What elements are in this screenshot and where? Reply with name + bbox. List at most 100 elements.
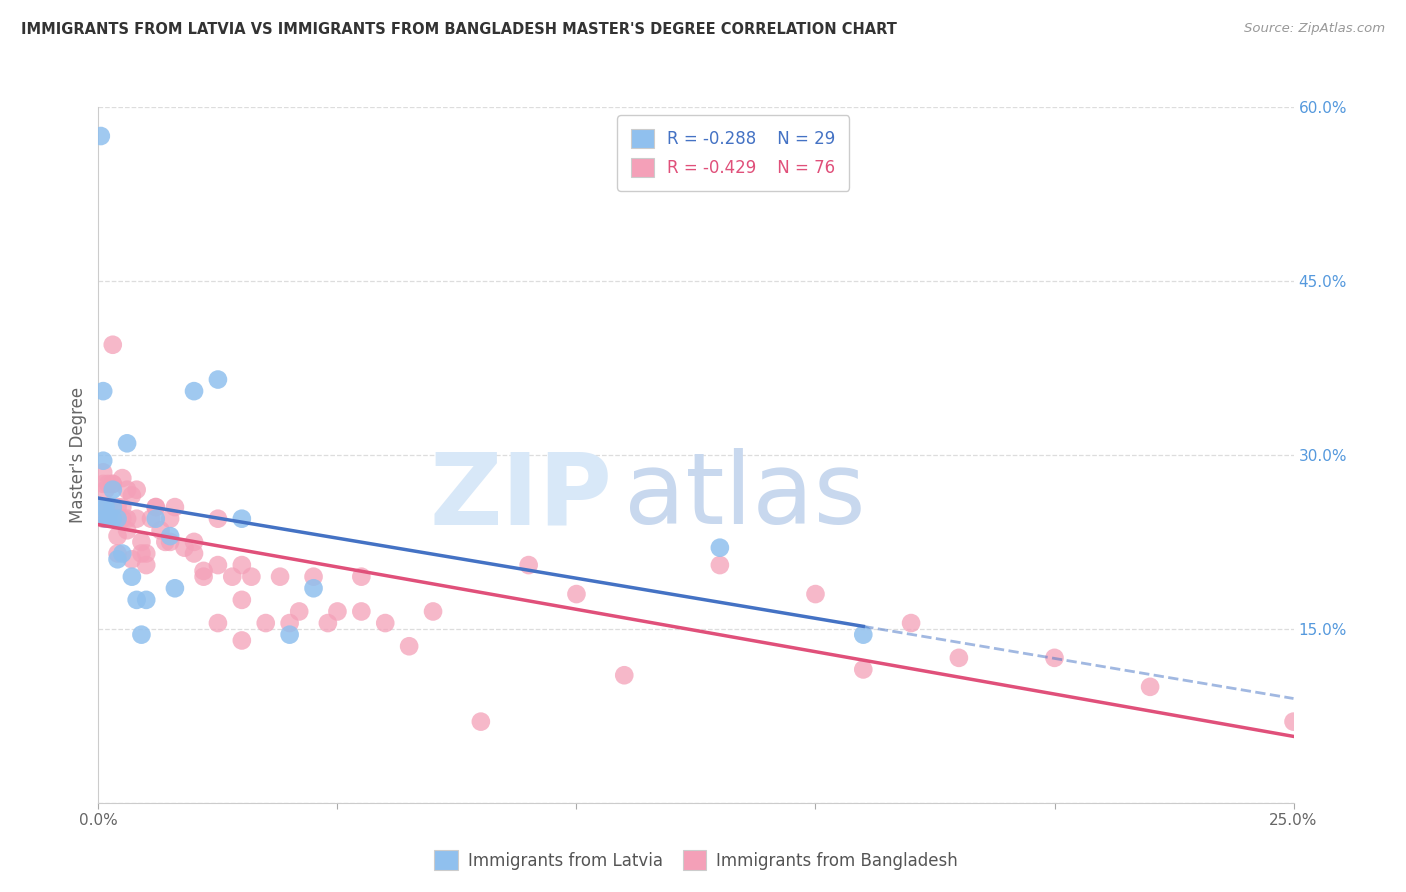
- Point: [94, 500, 117, 514]
- Point: [115, 511, 138, 525]
- Text: Source: ZipAtlas.com: Source: ZipAtlas.com: [1244, 22, 1385, 36]
- Point: [121, 552, 143, 566]
- Point: [107, 529, 129, 543]
- Point: [183, 384, 205, 398]
- Point: [131, 546, 153, 561]
- Point: [422, 605, 444, 619]
- Point: [111, 511, 134, 525]
- Point: [517, 558, 540, 573]
- Point: [374, 615, 396, 630]
- Point: [107, 511, 129, 525]
- Point: [1043, 651, 1066, 665]
- Point: [91, 500, 114, 514]
- Point: [173, 541, 195, 555]
- Point: [565, 587, 588, 601]
- Point: [101, 337, 124, 351]
- Point: [97, 476, 120, 491]
- Point: [1139, 680, 1161, 694]
- Point: [231, 633, 253, 648]
- Point: [91, 384, 114, 398]
- Point: [131, 628, 153, 642]
- Point: [145, 500, 167, 514]
- Point: [101, 483, 124, 497]
- Point: [111, 546, 134, 561]
- Text: ZIP: ZIP: [429, 448, 613, 545]
- Point: [163, 500, 186, 514]
- Point: [709, 541, 731, 555]
- Point: [207, 615, 229, 630]
- Point: [125, 511, 148, 525]
- Point: [804, 587, 827, 601]
- Point: [350, 569, 373, 583]
- Point: [115, 436, 138, 450]
- Point: [221, 569, 243, 583]
- Point: [159, 511, 181, 525]
- Point: [1282, 714, 1305, 729]
- Point: [131, 534, 153, 549]
- Point: [101, 476, 124, 491]
- Point: [135, 558, 157, 573]
- Point: [852, 662, 875, 676]
- Point: [207, 511, 229, 525]
- Point: [121, 489, 143, 503]
- Point: [125, 592, 148, 607]
- Point: [107, 500, 129, 514]
- Point: [101, 476, 124, 491]
- Point: [101, 500, 124, 514]
- Point: [207, 373, 229, 387]
- Point: [900, 615, 922, 630]
- Point: [101, 511, 124, 525]
- Point: [231, 511, 253, 525]
- Point: [121, 569, 143, 583]
- Point: [302, 582, 325, 596]
- Point: [193, 564, 215, 578]
- Text: IMMIGRANTS FROM LATVIA VS IMMIGRANTS FROM BANGLADESH MASTER'S DEGREE CORRELATION: IMMIGRANTS FROM LATVIA VS IMMIGRANTS FRO…: [21, 22, 897, 37]
- Point: [145, 500, 167, 514]
- Point: [145, 511, 167, 525]
- Point: [254, 615, 277, 630]
- Point: [107, 552, 129, 566]
- Point: [139, 511, 162, 525]
- Point: [852, 628, 875, 642]
- Point: [135, 546, 157, 561]
- Point: [91, 476, 114, 491]
- Point: [94, 483, 117, 497]
- Point: [135, 592, 157, 607]
- Point: [207, 558, 229, 573]
- Point: [183, 546, 205, 561]
- Point: [97, 511, 120, 525]
- Point: [269, 569, 291, 583]
- Legend: Immigrants from Latvia, Immigrants from Bangladesh: Immigrants from Latvia, Immigrants from …: [426, 842, 966, 878]
- Point: [107, 546, 129, 561]
- Point: [111, 500, 134, 514]
- Point: [231, 558, 253, 573]
- Point: [149, 523, 172, 537]
- Point: [94, 511, 117, 525]
- Point: [278, 628, 301, 642]
- Point: [155, 534, 177, 549]
- Point: [350, 605, 373, 619]
- Point: [302, 569, 325, 583]
- Point: [115, 483, 138, 497]
- Point: [91, 511, 114, 525]
- Point: [91, 500, 114, 514]
- Point: [231, 592, 253, 607]
- Point: [240, 569, 263, 583]
- Point: [709, 558, 731, 573]
- Point: [326, 605, 349, 619]
- Point: [91, 466, 114, 480]
- Point: [183, 534, 205, 549]
- Point: [94, 500, 117, 514]
- Point: [470, 714, 492, 729]
- Point: [613, 668, 636, 682]
- Point: [193, 569, 215, 583]
- Point: [159, 529, 181, 543]
- Point: [278, 615, 301, 630]
- Point: [159, 534, 181, 549]
- Y-axis label: Master's Degree: Master's Degree: [69, 387, 87, 523]
- Point: [107, 511, 129, 525]
- Point: [948, 651, 970, 665]
- Point: [91, 453, 114, 467]
- Point: [97, 511, 120, 525]
- Point: [101, 511, 124, 525]
